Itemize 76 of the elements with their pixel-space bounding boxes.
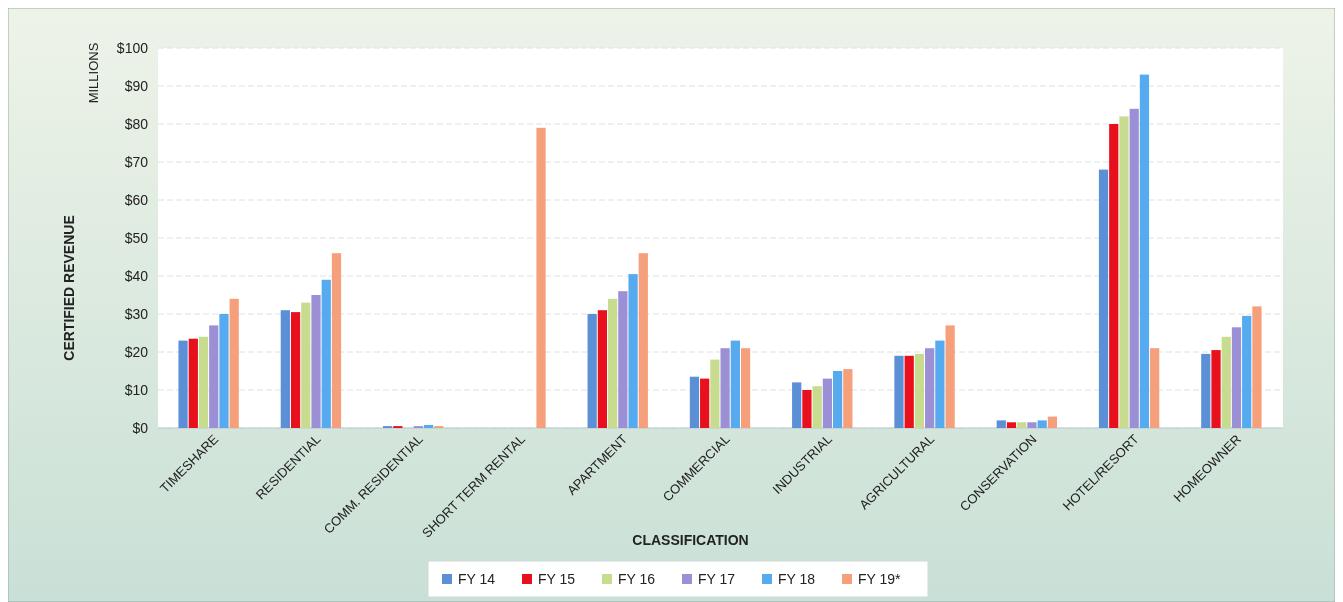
bar <box>1037 420 1047 428</box>
y-tick-label: $0 <box>132 419 149 436</box>
bar <box>628 274 638 428</box>
bar <box>229 298 239 428</box>
bar <box>894 355 904 428</box>
bar <box>730 340 740 428</box>
y-axis-title: CERTIFIED REVENUE <box>61 215 77 361</box>
bar <box>1201 353 1211 428</box>
bar <box>802 390 812 428</box>
bar <box>1119 116 1129 428</box>
bar <box>740 348 751 428</box>
bar <box>710 359 720 428</box>
bar <box>822 378 832 428</box>
bar <box>331 253 342 428</box>
bar <box>219 314 229 428</box>
bar <box>996 420 1006 428</box>
bar <box>914 353 925 428</box>
bar <box>587 314 597 428</box>
bar <box>792 382 802 428</box>
bar <box>904 355 914 428</box>
text: MILLIONS <box>86 42 101 104</box>
bar <box>280 310 290 428</box>
y-tick-label: $50 <box>124 229 149 246</box>
bar <box>925 348 935 428</box>
bar <box>689 376 700 428</box>
bar <box>1027 422 1037 428</box>
y-tick-label: $60 <box>124 191 149 208</box>
y-tick-label: $30 <box>124 305 149 322</box>
bar <box>290 312 301 428</box>
bar <box>608 298 618 428</box>
bar <box>1221 336 1231 428</box>
bar <box>1109 124 1119 428</box>
bar <box>945 325 955 428</box>
bar <box>178 340 188 428</box>
bar <box>1017 422 1027 428</box>
bar <box>720 348 730 428</box>
bar <box>301 302 311 428</box>
y-tick-label: $80 <box>124 115 149 132</box>
legend-label: FY 18 <box>778 570 816 587</box>
y-tick-label: $40 <box>124 267 149 284</box>
bar <box>618 291 628 428</box>
legend-label: FY 14 <box>458 570 496 587</box>
bar <box>1098 169 1109 428</box>
y-tick-label: $90 <box>124 77 149 94</box>
bar <box>1129 108 1139 428</box>
y-tick-label: $70 <box>124 153 149 170</box>
bar <box>812 386 822 428</box>
bar <box>1242 315 1252 428</box>
bar <box>1231 327 1242 428</box>
bar <box>311 295 321 428</box>
bar <box>1006 422 1017 428</box>
bar <box>1211 350 1221 428</box>
bar <box>536 127 546 428</box>
bar <box>1252 306 1262 428</box>
legend-label: FY 19* <box>858 570 902 587</box>
legend-label: FY 17 <box>698 570 736 587</box>
bar <box>188 338 198 428</box>
bar <box>423 424 434 428</box>
bar <box>321 279 331 428</box>
bar <box>638 253 648 428</box>
bar <box>843 369 853 428</box>
bar <box>198 336 209 428</box>
bar <box>1139 74 1150 428</box>
legend-label: FY 15 <box>538 570 576 587</box>
bar <box>935 340 945 428</box>
legend-label: FY 16 <box>618 570 656 587</box>
y-tick-label: $20 <box>124 343 149 360</box>
bar <box>700 378 710 428</box>
bar <box>833 371 843 428</box>
x-axis-title: CLASSIFICATION <box>632 532 749 548</box>
bar <box>209 325 219 428</box>
bar <box>1047 416 1057 428</box>
bar <box>1150 348 1160 428</box>
bar <box>597 310 607 428</box>
y-tick-label: $10 <box>124 381 149 398</box>
y-tick-label: $100 <box>116 39 149 56</box>
